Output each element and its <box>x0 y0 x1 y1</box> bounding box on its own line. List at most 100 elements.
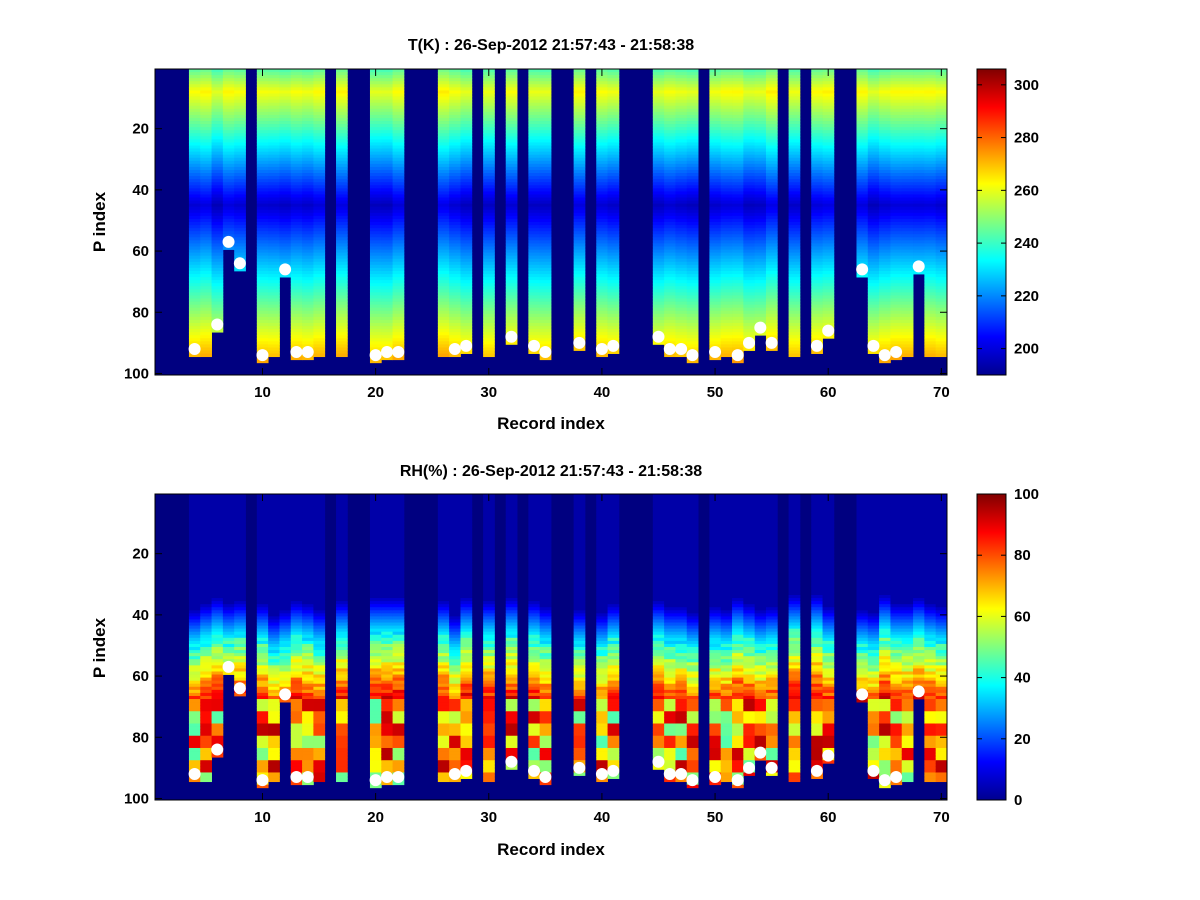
heatmap-cell <box>211 78 224 82</box>
heatmap-cell <box>505 264 518 269</box>
heatmap-cell <box>754 121 767 125</box>
heatmap-cell <box>290 81 303 85</box>
heatmap-cell <box>381 249 393 253</box>
heatmap-cell <box>449 154 461 159</box>
heatmap-cell <box>256 741 269 746</box>
heatmap-cell <box>483 200 495 205</box>
heatmap-cell <box>256 176 269 180</box>
heatmap-cell <box>211 249 224 253</box>
heatmap-cell <box>268 497 280 501</box>
heatmap-cell <box>924 81 937 85</box>
heatmap-cell <box>890 338 903 342</box>
heatmap-cell <box>539 75 552 79</box>
heatmap-cell <box>222 500 235 504</box>
heatmap-cell <box>211 237 224 241</box>
heatmap-cell <box>890 335 903 339</box>
heatmap-cell <box>652 289 665 293</box>
heatmap-cell <box>709 252 722 257</box>
heatmap-cell <box>709 261 722 266</box>
heatmap-cell <box>268 341 280 345</box>
heatmap-cell <box>607 133 620 137</box>
heatmap-cell <box>483 142 495 146</box>
heatmap-cell <box>392 105 405 110</box>
heatmap-cell <box>200 741 212 746</box>
heatmap-cell <box>222 114 235 119</box>
heatmap-cell <box>313 249 326 253</box>
surface-marker <box>743 336 755 349</box>
heatmap-cell <box>234 591 246 596</box>
heatmap-cell <box>675 289 688 293</box>
heatmap-column <box>607 69 620 354</box>
heatmap-cell <box>268 653 280 657</box>
heatmap-cell <box>664 72 676 76</box>
heatmap-cell <box>675 84 688 88</box>
heatmap-cell <box>664 176 676 180</box>
heatmap-cell <box>901 215 914 220</box>
heatmap-cell <box>222 99 235 104</box>
heatmap-column <box>188 69 201 358</box>
heatmap-cell <box>867 326 880 330</box>
heatmap-cell <box>856 209 869 214</box>
heatmap-cell <box>720 301 733 306</box>
heatmap-column <box>573 69 586 351</box>
heatmap-cell <box>720 130 733 134</box>
heatmap-cell <box>211 576 224 581</box>
heatmap-cell <box>788 197 801 201</box>
heatmap-cell <box>901 341 914 345</box>
heatmap-cell <box>268 570 280 574</box>
heatmap-cell <box>652 225 665 229</box>
heatmap-cell <box>788 142 801 146</box>
heatmap-cell <box>302 307 314 312</box>
heatmap-cell <box>720 84 733 88</box>
heatmap-cell <box>675 75 688 79</box>
heatmap-cell <box>200 117 212 122</box>
heatmap-cell <box>528 182 541 186</box>
heatmap-cell <box>188 527 201 532</box>
heatmap-cell <box>200 708 212 712</box>
heatmap-cell <box>607 78 620 82</box>
heatmap-cell <box>596 191 608 195</box>
heatmap-cell <box>188 582 201 587</box>
heatmap-cell <box>901 105 914 110</box>
heatmap-cell <box>505 87 518 91</box>
heatmap-cell <box>437 283 450 287</box>
heatmap-cell <box>913 111 925 116</box>
heatmap-cell <box>290 552 303 556</box>
heatmap-cell <box>743 326 756 330</box>
heatmap-cell <box>867 212 880 217</box>
heatmap-cell <box>336 261 348 266</box>
heatmap-cell <box>222 222 235 226</box>
heatmap-cell <box>867 99 880 104</box>
heatmap-cell <box>279 252 292 257</box>
heatmap-cell <box>573 240 586 244</box>
heatmap-cell <box>336 329 348 333</box>
heatmap-cell <box>709 117 722 122</box>
heatmap-cell <box>822 173 835 177</box>
heatmap-cell <box>528 176 541 180</box>
heatmap-cell <box>437 154 450 159</box>
heatmap-cell <box>879 87 891 91</box>
heatmap-cell <box>528 326 541 330</box>
heatmap-cell <box>890 154 903 159</box>
heatmap-cell <box>924 84 937 88</box>
heatmap-cell <box>336 231 348 235</box>
heatmap-cell <box>573 347 586 351</box>
heatmap-cell <box>811 160 823 165</box>
heatmap-cell <box>913 176 925 180</box>
heatmap-cell <box>754 142 767 146</box>
heatmap-cell <box>268 344 280 348</box>
heatmap-cell <box>686 72 699 76</box>
heatmap-cell <box>765 252 778 257</box>
heatmap-cell <box>732 283 744 287</box>
heatmap-cell <box>460 197 473 201</box>
heatmap-cell <box>788 133 801 137</box>
heatmap-cell <box>211 69 224 73</box>
heatmap-cell <box>256 246 269 250</box>
heatmap-cell <box>268 228 280 232</box>
heatmap-cell <box>392 197 405 201</box>
heatmap-cell <box>732 78 744 82</box>
heatmap-cell <box>822 157 835 162</box>
heatmap-cell <box>765 329 778 333</box>
heatmap-cell <box>596 267 608 272</box>
heatmap-cell <box>822 206 835 211</box>
